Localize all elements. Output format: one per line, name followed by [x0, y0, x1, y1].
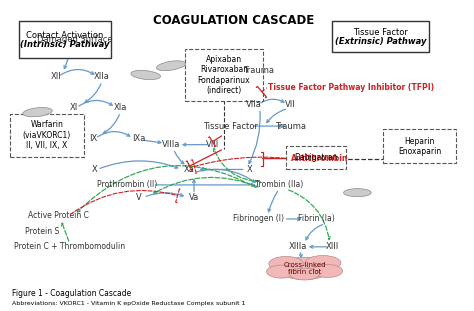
FancyBboxPatch shape: [286, 146, 346, 169]
Text: Trombin (IIa): Trombin (IIa): [255, 180, 303, 189]
Text: VIIa: VIIa: [246, 100, 262, 109]
Text: Tissue Factor Pathway Inhibitor (TFPI): Tissue Factor Pathway Inhibitor (TFPI): [268, 83, 434, 92]
Ellipse shape: [131, 70, 161, 80]
Text: VIII: VIII: [206, 140, 219, 149]
Text: IXa: IXa: [132, 134, 146, 143]
Text: XIIIa: XIIIa: [288, 242, 307, 251]
Text: Active Protein C: Active Protein C: [28, 211, 89, 220]
Text: Fibrin (Ia): Fibrin (Ia): [298, 215, 334, 224]
Ellipse shape: [278, 258, 331, 280]
Text: XIIa: XIIa: [94, 72, 110, 81]
Text: XIII: XIII: [326, 242, 339, 251]
Text: VII: VII: [285, 100, 296, 109]
Text: XIa: XIa: [114, 103, 127, 112]
Ellipse shape: [344, 189, 371, 197]
Text: Va: Va: [189, 193, 199, 202]
Text: Trauma: Trauma: [275, 122, 306, 131]
Text: Prothrombin (II): Prothrombin (II): [97, 180, 157, 189]
Text: Protein S: Protein S: [25, 227, 59, 236]
Ellipse shape: [312, 264, 343, 277]
Text: Antithrombin: Antithrombin: [291, 154, 348, 163]
Ellipse shape: [23, 108, 52, 117]
Ellipse shape: [266, 265, 296, 278]
Text: Tissue Factor: Tissue Factor: [203, 122, 258, 131]
Ellipse shape: [269, 257, 303, 271]
Text: (Intrinsic) Pathway: (Intrinsic) Pathway: [20, 40, 110, 49]
Ellipse shape: [156, 61, 185, 71]
Text: Figure 1 - Coagulation Cascade: Figure 1 - Coagulation Cascade: [12, 289, 131, 298]
FancyBboxPatch shape: [383, 129, 456, 163]
Text: Trauma: Trauma: [243, 66, 274, 75]
Text: X: X: [92, 165, 98, 174]
Text: Abbreviations: VKORC1 - Vitamin K epOxide Reductase Complex subunit 1: Abbreviations: VKORC1 - Vitamin K epOxid…: [12, 301, 246, 306]
FancyBboxPatch shape: [10, 114, 83, 157]
Ellipse shape: [305, 256, 341, 270]
Ellipse shape: [290, 268, 319, 280]
Text: Xa: Xa: [184, 165, 195, 174]
Text: IX: IX: [89, 134, 97, 143]
Text: Fibrinogen (I): Fibrinogen (I): [233, 215, 284, 224]
FancyBboxPatch shape: [19, 21, 111, 58]
Text: Apixaban
Rivaroxaban
Fondaparinux
(indirect): Apixaban Rivaroxaban Fondaparinux (indir…: [198, 55, 250, 95]
Text: COAGULATION CASCADE: COAGULATION CASCADE: [153, 14, 314, 27]
Text: XII: XII: [51, 72, 61, 81]
Text: (Extrinsic) Pathway: (Extrinsic) Pathway: [335, 37, 426, 46]
Text: Heparin
Enoxaparin: Heparin Enoxaparin: [398, 137, 441, 156]
Text: Damaged Surface: Damaged Surface: [36, 35, 112, 44]
Text: X: X: [246, 165, 252, 174]
Text: Warfarin
(viaVKORC1)
II, VII, IX, X: Warfarin (viaVKORC1) II, VII, IX, X: [23, 120, 71, 150]
Text: VIIIa: VIIIa: [162, 140, 180, 149]
FancyBboxPatch shape: [332, 21, 429, 52]
Text: V: V: [136, 193, 142, 202]
Text: Cross-linked
fibrin clot: Cross-linked fibrin clot: [283, 262, 326, 275]
Text: Protein C + Thrombomodulin: Protein C + Thrombomodulin: [14, 242, 125, 251]
Text: Contact Activation: Contact Activation: [27, 31, 104, 40]
Text: XI: XI: [70, 103, 79, 112]
FancyBboxPatch shape: [185, 49, 263, 101]
Text: Tissue Factor: Tissue Factor: [353, 28, 408, 37]
Text: Dabigatran: Dabigatran: [294, 153, 337, 162]
